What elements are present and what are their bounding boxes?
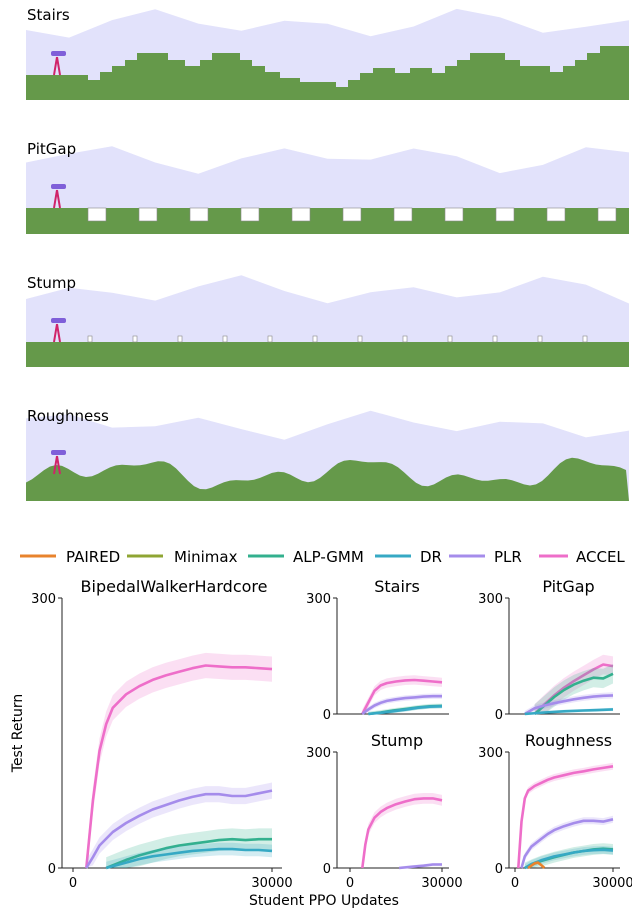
legend-label-minimax: Minimax <box>174 548 238 566</box>
y-tick-label: 0 <box>48 862 56 877</box>
series-line-dr <box>105 847 273 870</box>
env-panel-0 <box>26 8 629 100</box>
series-band-accel <box>86 652 272 868</box>
series-line-plr <box>361 694 442 716</box>
x-axis-label: Student PPO Updates <box>249 893 399 909</box>
series-line-accel <box>361 797 443 869</box>
env-panel-2 <box>26 275 629 367</box>
environment-panels <box>26 8 629 501</box>
series-line-dr <box>368 705 443 716</box>
chart-title: Roughness <box>525 731 612 750</box>
y-tick-label: 0 <box>323 862 331 877</box>
legend-item-dr: DR <box>375 548 442 566</box>
env-panel-3 <box>26 410 629 501</box>
x-tick-label: 0 <box>511 876 519 891</box>
y-tick-label: 300 <box>306 592 331 607</box>
series-line-paired <box>527 861 546 870</box>
y-tick-label: 0 <box>495 862 503 877</box>
x-tick-label: 0 <box>69 876 77 891</box>
chart-title: Stairs <box>374 577 420 596</box>
chart-bipedalwalkerhardcore: BipedalWalkerHardcore 0 300 0 30000 <box>31 577 293 891</box>
legend-item-minimax: Minimax <box>127 548 238 566</box>
env-panel-1 <box>26 146 629 234</box>
chart-title: PitGap <box>542 577 594 596</box>
legend-item-paired: PAIRED <box>20 548 120 566</box>
series-line-plr <box>85 789 273 869</box>
legend-label-paired: PAIRED <box>66 548 120 566</box>
y-tick-label: 300 <box>31 592 56 607</box>
legend-label-dr: DR <box>420 548 442 566</box>
x-tick-label: 30000 <box>592 876 632 891</box>
series-line-dr <box>524 708 614 716</box>
y-tick-label: 0 <box>323 708 331 723</box>
chart-pitgap: PitGap 0 300 <box>478 577 620 723</box>
series-line-plr <box>398 863 442 870</box>
env-label-pitgap: PitGap <box>27 140 76 158</box>
legend-label-accel: ACCEL <box>576 548 625 566</box>
series-line-accel <box>361 678 443 715</box>
chart-stump: Stump 0 300 0 30000 <box>306 731 463 891</box>
legend-label-alp-gmm: ALP-GMM <box>293 548 364 566</box>
legend-item-plr: PLR <box>449 548 522 566</box>
chart-stairs: Stairs 0 300 <box>306 577 449 723</box>
y-tick-label: 0 <box>495 708 503 723</box>
chart-roughness: Roughness 0 300 0 30000 <box>478 731 632 891</box>
legend-label-plr: PLR <box>494 548 522 566</box>
y-tick-label: 300 <box>478 746 503 761</box>
chart-title: BipedalWalkerHardcore <box>81 577 268 596</box>
env-label-stairs: Stairs <box>27 6 70 24</box>
series-line-alp-gmm <box>105 837 272 870</box>
y-axis-label: Test Return <box>10 694 26 773</box>
x-tick-label: 0 <box>346 876 354 891</box>
x-tick-label: 30000 <box>251 876 292 891</box>
series-line-accel <box>85 664 273 869</box>
y-tick-label: 300 <box>306 746 331 761</box>
y-tick-label: 300 <box>478 592 503 607</box>
env-label-roughness: Roughness <box>27 407 109 425</box>
series-line-accel <box>517 765 614 869</box>
series-band-accel <box>362 793 442 868</box>
legend-item-accel: ACCEL <box>539 548 625 566</box>
legend: PAIRED Minimax ALP-GMM DR PLR ACCEL <box>20 548 625 566</box>
series-band-plr <box>362 693 442 714</box>
series-line-plr <box>520 818 614 869</box>
chart-title: Stump <box>371 731 423 750</box>
series-band-dr <box>106 842 272 868</box>
series-line-alp-gmm <box>533 672 614 715</box>
legend-item-alp-gmm: ALP-GMM <box>248 548 364 566</box>
env-label-stump: Stump <box>27 274 76 292</box>
x-tick-label: 30000 <box>421 876 462 891</box>
series-line-plr <box>524 694 614 716</box>
